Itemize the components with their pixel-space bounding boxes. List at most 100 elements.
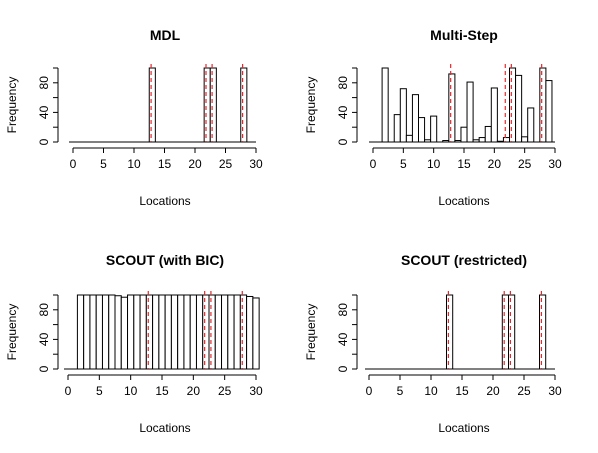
bar: [95, 294, 103, 370]
x-tick-label: 5: [400, 157, 407, 171]
bar: [466, 81, 474, 143]
x-tick-label: 5: [96, 384, 103, 398]
y-tick-label: 0: [37, 138, 51, 145]
bar: [101, 294, 110, 370]
x-axis-label: Locations: [139, 194, 190, 208]
x-tick-label: 10: [124, 384, 138, 398]
y-tick-label: 0: [336, 138, 350, 145]
bar: [460, 126, 468, 143]
panel-mdl: MDL Frequency Locations 0 5 10 15 20 25 30 0 40 8…: [5, 27, 263, 208]
y-tick-label: 80: [37, 303, 51, 317]
bar: [539, 67, 547, 143]
bar: [508, 294, 516, 370]
x-axis-label: Locations: [139, 421, 190, 435]
x-tick-label: 30: [548, 384, 562, 398]
bar: [393, 114, 401, 143]
bar: [152, 294, 160, 370]
bar: [164, 294, 172, 370]
panel-title: Multi-Step: [430, 27, 498, 43]
bar: [158, 294, 166, 370]
bar: [496, 140, 504, 143]
x-tick-label: 0: [70, 157, 77, 171]
panel-scout-restricted: SCOUT (restricted) Frequency Locations 0…: [304, 252, 562, 435]
y-tick-label: 80: [336, 76, 350, 90]
bar: [521, 136, 529, 143]
bar: [76, 294, 85, 370]
x-tick-label: 30: [249, 157, 263, 171]
x-tick-label: 0: [366, 384, 373, 398]
y-tick-label: 40: [37, 105, 51, 119]
x-tick-label: 10: [127, 157, 141, 171]
bar: [203, 67, 211, 143]
x-tick-label: 10: [424, 384, 438, 398]
x-axis-label: Locations: [438, 194, 489, 208]
bar: [227, 294, 235, 370]
bar: [454, 140, 462, 143]
bar: [442, 140, 450, 143]
x-tick-label: 5: [100, 157, 107, 171]
y-tick-label: 0: [37, 365, 51, 372]
y-axis-label: Frequency: [5, 77, 19, 134]
bar: [527, 107, 535, 143]
x-tick-label: 20: [488, 157, 502, 171]
bar: [252, 297, 260, 370]
bar: [539, 294, 547, 370]
y-axis-label: Frequency: [304, 77, 318, 134]
panel-title: MDL: [150, 27, 181, 43]
x-tick-label: 5: [397, 384, 404, 398]
x-tick-label: 25: [218, 384, 232, 398]
x-axis-label: Locations: [438, 421, 489, 435]
bar: [502, 137, 510, 143]
bar: [108, 294, 116, 370]
x-tick-label: 15: [155, 384, 169, 398]
panel-title: SCOUT (with BIC): [106, 252, 224, 268]
bar: [430, 115, 438, 143]
bar: [478, 137, 486, 143]
bar: [405, 134, 413, 143]
panel-title: SCOUT (restricted): [401, 252, 527, 268]
bar: [114, 295, 122, 370]
bar: [170, 294, 179, 370]
bar: [424, 139, 432, 143]
bar: [214, 294, 223, 370]
bar: [501, 294, 509, 370]
bar: [399, 88, 407, 143]
bar: [183, 294, 191, 370]
bar: [418, 117, 426, 143]
x-tick-label: 0: [65, 384, 72, 398]
bar: [472, 139, 480, 143]
x-tick-label: 0: [370, 157, 377, 171]
x-tick-label: 10: [427, 157, 441, 171]
x-tick-label: 25: [518, 157, 532, 171]
bar: [411, 94, 419, 143]
x-tick-label: 20: [188, 157, 202, 171]
x-tick-label: 20: [187, 384, 201, 398]
bar: [246, 295, 254, 370]
x-tick-label: 30: [548, 157, 562, 171]
bar: [221, 294, 229, 370]
bar: [83, 294, 91, 370]
x-tick-label: 25: [219, 157, 233, 171]
bar: [127, 294, 135, 370]
panel-scout-bic: SCOUT (with BIC) Frequency Locations 0 5 1…: [5, 252, 263, 435]
bar: [490, 87, 498, 143]
bar: [240, 67, 248, 143]
bar: [139, 294, 147, 370]
y-tick-label: 40: [37, 332, 51, 346]
y-tick-label: 80: [336, 303, 350, 317]
bar: [545, 80, 553, 143]
x-tick-label: 15: [457, 157, 471, 171]
bar: [189, 294, 197, 370]
bar: [195, 294, 204, 370]
bar: [133, 294, 141, 370]
x-tick-label: 20: [486, 384, 500, 398]
bar: [239, 294, 248, 370]
y-tick-label: 80: [37, 76, 51, 90]
bar: [446, 294, 454, 370]
bar: [120, 296, 129, 370]
bar: [509, 67, 517, 143]
bar: [177, 294, 185, 370]
bar: [148, 67, 156, 143]
bar: [448, 73, 456, 143]
